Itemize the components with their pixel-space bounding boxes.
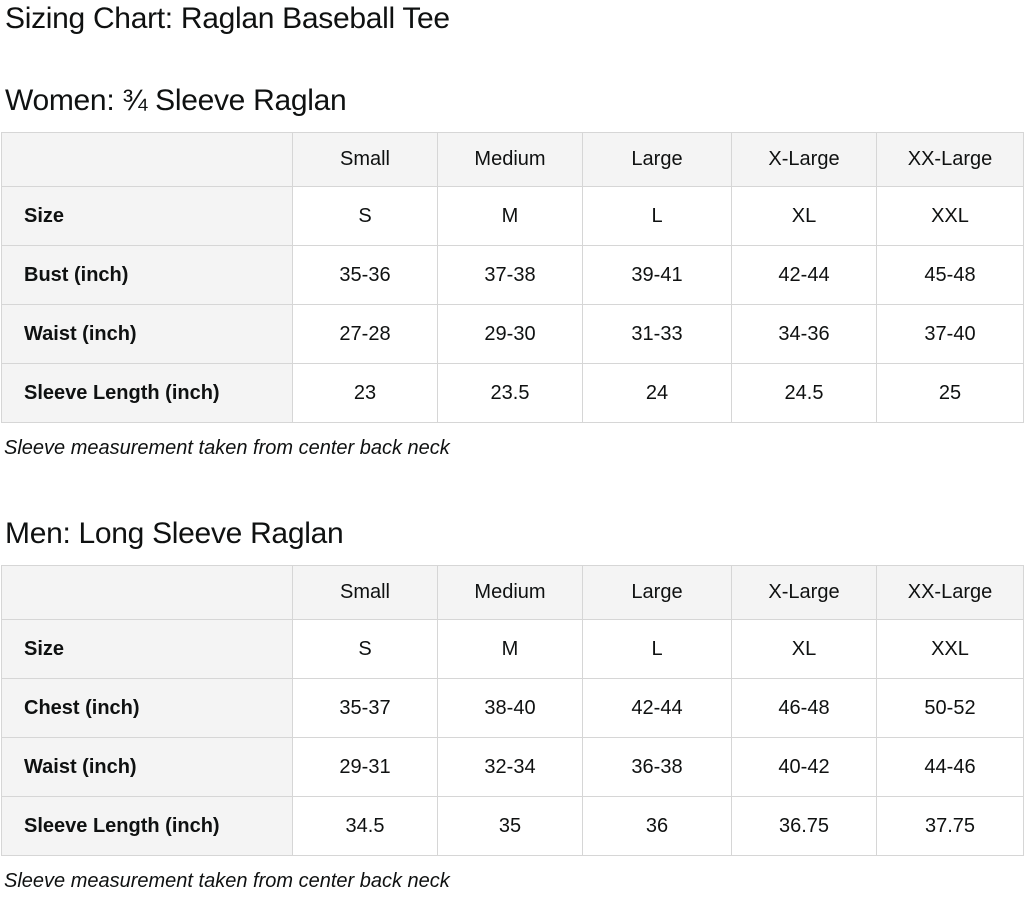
measurement-cell: 35-37 [292, 678, 438, 738]
row-label: Waist (inch) [1, 737, 293, 797]
row-label: Sleeve Length (inch) [1, 363, 293, 423]
measurement-cell: 34-36 [731, 304, 877, 364]
men-table-header-row: Small Medium Large X-Large XX-Large [1, 565, 1024, 620]
measurement-cell: 36 [582, 796, 732, 856]
table-row-sleeve-length: Sleeve Length (inch) 34.5 35 36 36.75 37… [1, 796, 1024, 856]
page-title: Sizing Chart: Raglan Baseball Tee [5, 2, 450, 35]
measurement-cell: 31-33 [582, 304, 732, 364]
size-value-cell: L [582, 186, 732, 246]
row-label: Sleeve Length (inch) [1, 796, 293, 856]
column-header-x-large: X-Large [731, 132, 877, 187]
measurement-cell: 27-28 [292, 304, 438, 364]
measurement-cell: 32-34 [437, 737, 583, 797]
column-header-small: Small [292, 132, 438, 187]
measurement-cell: 42-44 [582, 678, 732, 738]
size-value-cell: XXL [876, 619, 1024, 679]
measurement-cell: 44-46 [876, 737, 1024, 797]
section-women: Women: ¾ Sleeve Raglan Small Medium Larg… [0, 84, 1024, 461]
measurement-cell: 37-40 [876, 304, 1024, 364]
measurement-cell: 37.75 [876, 796, 1024, 856]
measurement-cell: 37-38 [437, 245, 583, 305]
table-row-waist: Waist (inch) 29-31 32-34 36-38 40-42 44-… [1, 737, 1024, 797]
measurement-cell: 36-38 [582, 737, 732, 797]
row-label: Size [1, 619, 293, 679]
row-label: Bust (inch) [1, 245, 293, 305]
measurement-cell: 25 [876, 363, 1024, 423]
women-table-header-row: Small Medium Large X-Large XX-Large [1, 132, 1024, 187]
measurement-cell: 34.5 [292, 796, 438, 856]
size-value-cell: S [292, 619, 438, 679]
column-header-x-large: X-Large [731, 565, 877, 620]
table-row-sleeve-length: Sleeve Length (inch) 23 23.5 24 24.5 25 [1, 363, 1024, 423]
men-size-table: Small Medium Large X-Large XX-Large Size… [1, 565, 1024, 856]
size-value-cell: S [292, 186, 438, 246]
measurement-cell: 29-30 [437, 304, 583, 364]
row-label: Chest (inch) [1, 678, 293, 738]
measurement-cell: 50-52 [876, 678, 1024, 738]
measurement-cell: 40-42 [731, 737, 877, 797]
size-value-cell: XL [731, 186, 877, 246]
size-value-cell: L [582, 619, 732, 679]
measurement-cell: 45-48 [876, 245, 1024, 305]
row-label: Size [1, 186, 293, 246]
column-header-medium: Medium [437, 132, 583, 187]
column-header-large: Large [582, 132, 732, 187]
table-row-size: Size S M L XL XXL [1, 619, 1024, 679]
measurement-cell: 29-31 [292, 737, 438, 797]
measurement-cell: 23.5 [437, 363, 583, 423]
measurement-cell: 46-48 [731, 678, 877, 738]
measurement-cell: 39-41 [582, 245, 732, 305]
column-header-medium: Medium [437, 565, 583, 620]
corner-cell [1, 565, 293, 620]
measurement-cell: 35-36 [292, 245, 438, 305]
sleeve-measurement-note: Sleeve measurement taken from center bac… [4, 437, 450, 459]
size-value-cell: XXL [876, 186, 1024, 246]
measurement-cell: 42-44 [731, 245, 877, 305]
women-size-table: Small Medium Large X-Large XX-Large Size… [1, 132, 1024, 423]
sleeve-measurement-note: Sleeve measurement taken from center bac… [4, 870, 450, 892]
column-header-xx-large: XX-Large [876, 565, 1024, 620]
column-header-small: Small [292, 565, 438, 620]
section-heading-men: Men: Long Sleeve Raglan [5, 517, 344, 550]
measurement-cell: 24 [582, 363, 732, 423]
measurement-cell: 36.75 [731, 796, 877, 856]
table-row-chest: Chest (inch) 35-37 38-40 42-44 46-48 50-… [1, 678, 1024, 738]
table-row-size: Size S M L XL XXL [1, 186, 1024, 246]
row-label: Waist (inch) [1, 304, 293, 364]
column-header-xx-large: XX-Large [876, 132, 1024, 187]
size-value-cell: M [437, 186, 583, 246]
measurement-cell: 38-40 [437, 678, 583, 738]
measurement-cell: 24.5 [731, 363, 877, 423]
size-value-cell: M [437, 619, 583, 679]
size-value-cell: XL [731, 619, 877, 679]
section-heading-women: Women: ¾ Sleeve Raglan [5, 84, 347, 117]
measurement-cell: 35 [437, 796, 583, 856]
measurement-cell: 23 [292, 363, 438, 423]
table-row-waist: Waist (inch) 27-28 29-30 31-33 34-36 37-… [1, 304, 1024, 364]
table-row-bust: Bust (inch) 35-36 37-38 39-41 42-44 45-4… [1, 245, 1024, 305]
section-men: Men: Long Sleeve Raglan Small Medium Lar… [0, 517, 1024, 894]
corner-cell [1, 132, 293, 187]
column-header-large: Large [582, 565, 732, 620]
